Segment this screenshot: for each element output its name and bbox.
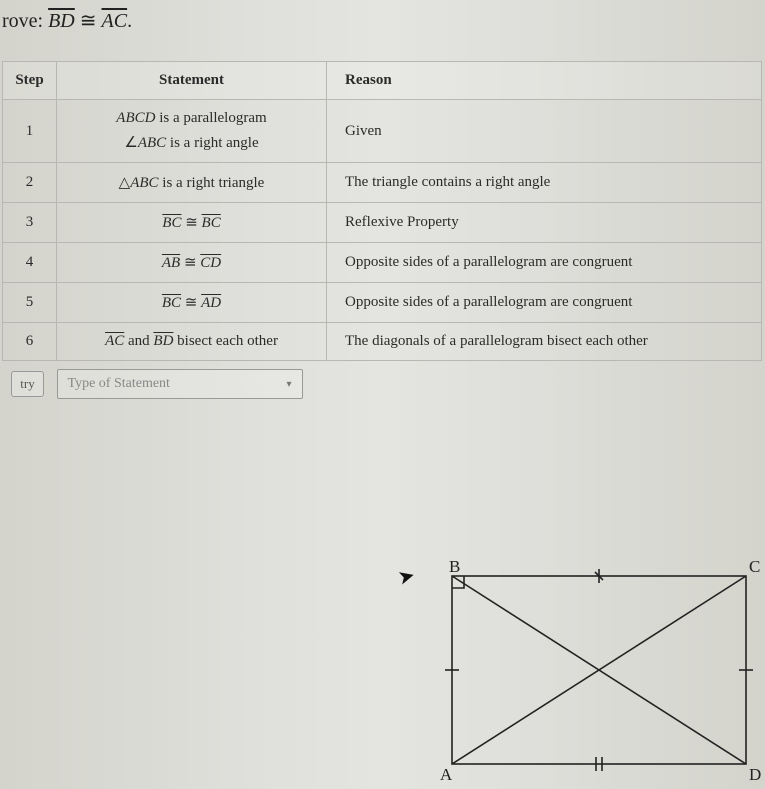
proof-table: Step Statement Reason 1 ABCD is a parall… [2, 61, 762, 403]
step-number: 4 [3, 243, 57, 283]
statement-cell: ABCD is a parallelogram ∠ABC is a right … [57, 100, 327, 163]
text: is a right triangle [159, 175, 265, 191]
segment: BC [162, 295, 181, 311]
congruent-symbol: ≅ [185, 215, 198, 231]
reason-cell: Opposite sides of a parallelogram are co… [327, 283, 762, 323]
label-b: B [449, 558, 460, 576]
chevron-down-icon: ▾ [286, 379, 291, 390]
text: is a parallelogram [155, 110, 266, 126]
reason-cell: Given [327, 100, 762, 163]
step-number: 3 [3, 203, 57, 243]
label-d: D [749, 765, 761, 784]
table-row: 5 BC ≅ AD Opposite sides of a parallelog… [3, 283, 762, 323]
label-a: A [440, 765, 453, 784]
angle-symbol: ∠ [124, 135, 137, 151]
math: ABC [130, 175, 158, 191]
step-number: 5 [3, 283, 57, 323]
statement-cell: AB ≅ CD [57, 243, 327, 283]
triangle-symbol: △ [119, 175, 131, 191]
label-c: C [749, 558, 760, 576]
cursor-icon: ➤ [395, 562, 418, 590]
text: and [124, 333, 153, 349]
statement-cell: BC ≅ BC [57, 203, 327, 243]
prove-statement: rove: BD ≅ AC. [0, 8, 765, 33]
reason-cell: The triangle contains a right angle [327, 163, 762, 203]
segment: AD [201, 295, 221, 311]
header-reason: Reason [327, 62, 762, 100]
statement-cell: △ABC is a right triangle [57, 163, 327, 203]
step-number: 2 [3, 163, 57, 203]
header-step: Step [3, 62, 57, 100]
segment: BC [162, 215, 181, 231]
prove-prefix: rove: [2, 10, 43, 32]
header-statement: Statement [57, 62, 327, 100]
statement-type-select[interactable]: Type of Statement ▾ [57, 369, 303, 399]
reason-cell: Opposite sides of a parallelogram are co… [327, 243, 762, 283]
text: bisect each other [173, 333, 278, 349]
table-row: 6 AC and BD bisect each other The diagon… [3, 323, 762, 361]
try-button[interactable]: try [11, 371, 43, 397]
segment: AB [162, 255, 180, 271]
math: ABC [138, 135, 166, 151]
try-row: try Type of Statement ▾ [3, 361, 762, 404]
congruent-symbol: ≅ [185, 295, 198, 311]
period: . [127, 10, 132, 32]
segment: AC [105, 333, 124, 349]
select-placeholder: Type of Statement [68, 376, 170, 392]
table-row: 4 AB ≅ CD Opposite sides of a parallelog… [3, 243, 762, 283]
statement-cell: AC and BD bisect each other [57, 323, 327, 361]
segment: BD [153, 333, 173, 349]
reason-cell: The diagonals of a parallelogram bisect … [327, 323, 762, 361]
math: ABCD [116, 110, 155, 126]
segment: BC [202, 215, 221, 231]
text: is a right angle [166, 135, 258, 151]
table-header-row: Step Statement Reason [3, 62, 762, 100]
segment-bd: BD [48, 10, 75, 32]
parallelogram-diagram: B C A D [434, 558, 764, 788]
step-number: 1 [3, 100, 57, 163]
table-row: 3 BC ≅ BC Reflexive Property [3, 203, 762, 243]
statement-cell: BC ≅ AD [57, 283, 327, 323]
segment-ac: AC [102, 10, 128, 32]
step-number: 6 [3, 323, 57, 361]
table-row: 2 △ABC is a right triangle The triangle … [3, 163, 762, 203]
congruent-symbol: ≅ [80, 10, 97, 32]
table-row: 1 ABCD is a parallelogram ∠ABC is a righ… [3, 100, 762, 163]
congruent-symbol: ≅ [184, 255, 197, 271]
segment: CD [200, 255, 221, 271]
reason-cell: Reflexive Property [327, 203, 762, 243]
